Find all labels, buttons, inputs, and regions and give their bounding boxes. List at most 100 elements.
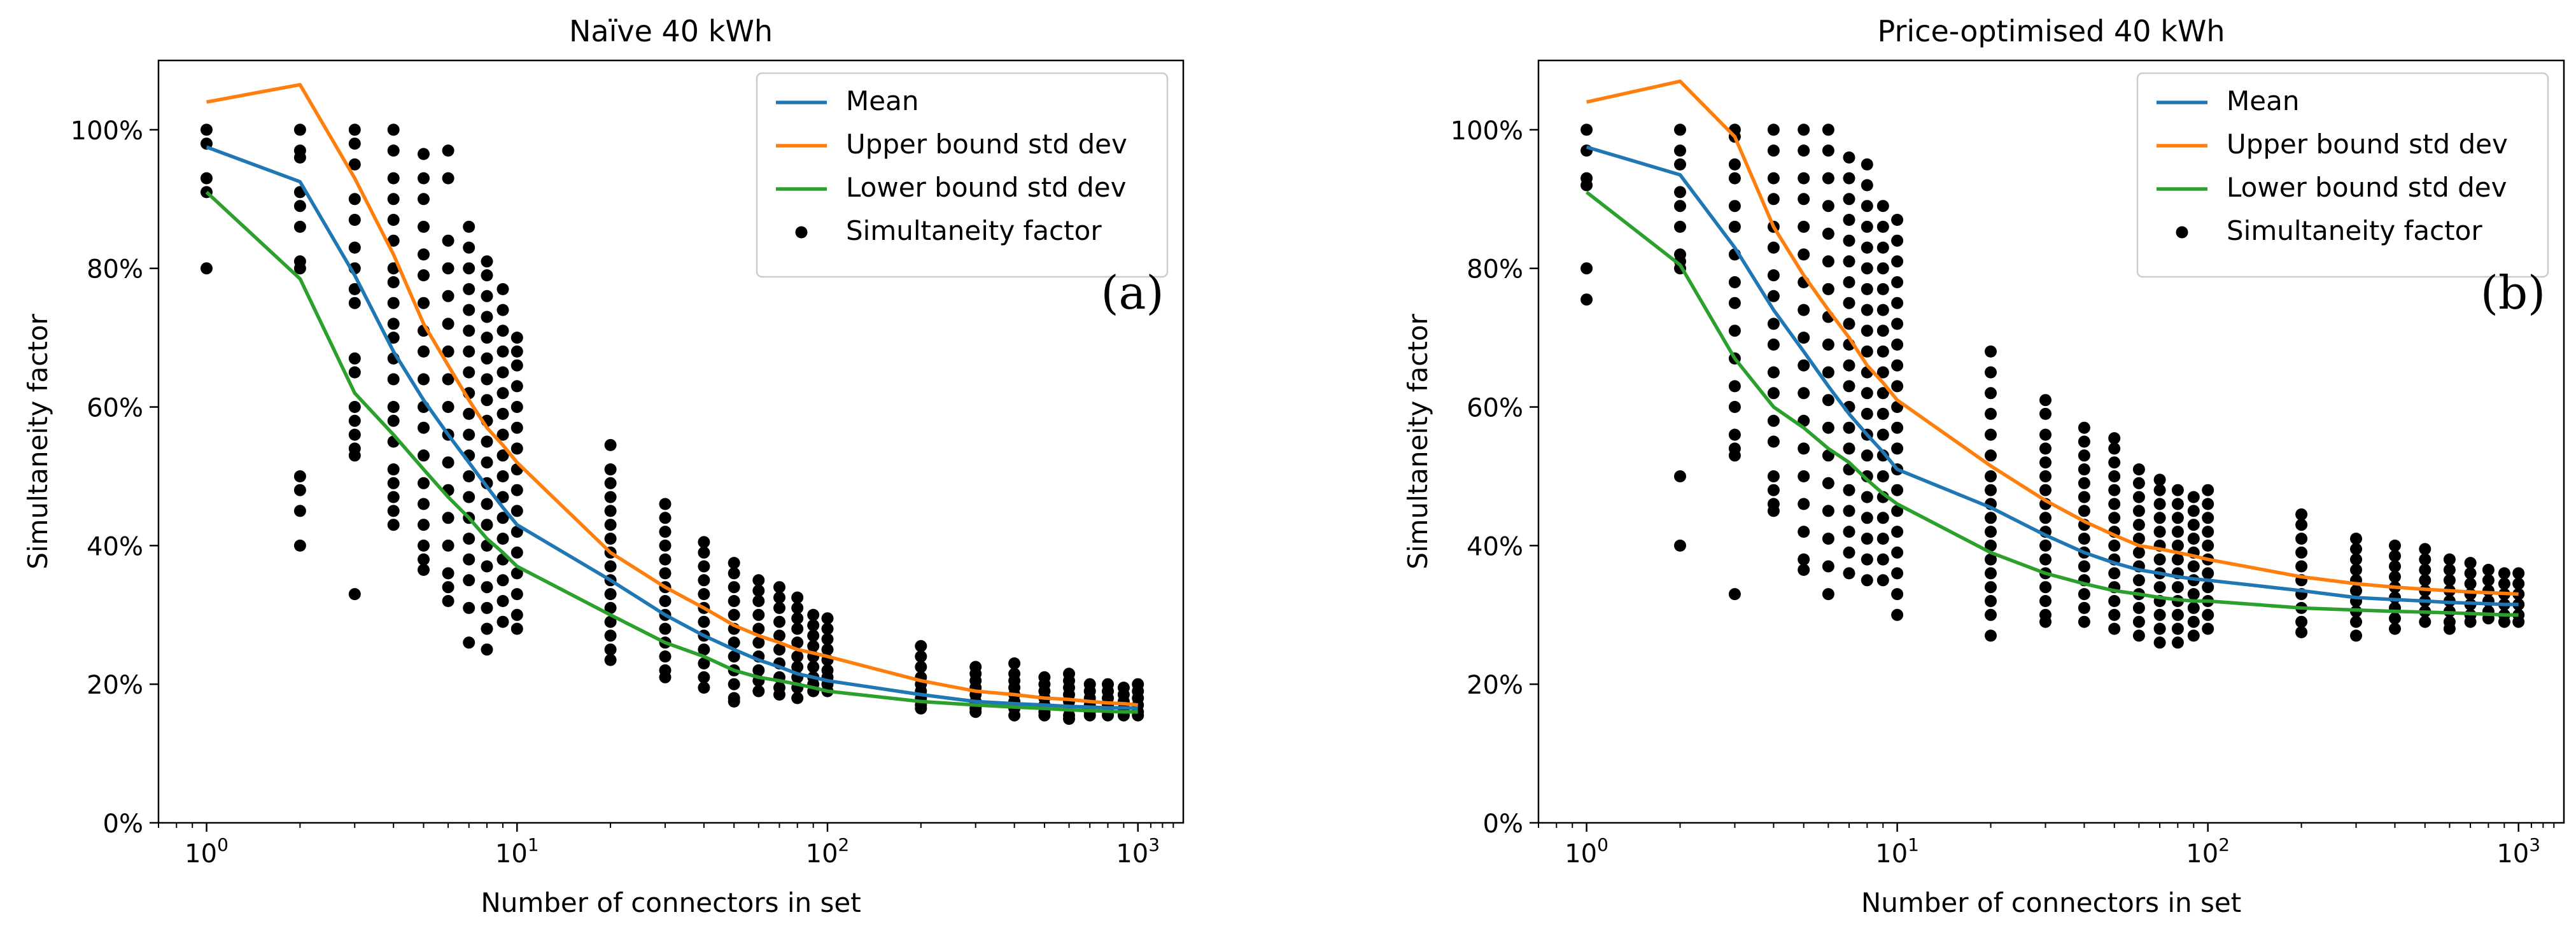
- scatter-point: [2202, 539, 2214, 552]
- scatter-point: [2443, 574, 2456, 587]
- scatter-point: [2108, 608, 2121, 621]
- scatter-point: [1891, 318, 1904, 330]
- scatter-point: [659, 595, 672, 607]
- scatter-point: [1843, 193, 1855, 206]
- scatter-point: [659, 622, 672, 635]
- scatter-point: [2498, 567, 2510, 580]
- scatter-point: [463, 553, 475, 566]
- x-axis-label: Number of connectors in set: [1861, 887, 2241, 918]
- scatter-point: [1876, 387, 1889, 400]
- scatter-point: [2153, 473, 2166, 486]
- scatter-point: [1767, 123, 1780, 136]
- scatter-point: [2171, 581, 2184, 594]
- scatter-point: [481, 622, 493, 635]
- scatter-point: [1580, 179, 1593, 192]
- scatter-point: [969, 706, 982, 718]
- scatter-point: [604, 463, 617, 476]
- scatter-point: [1876, 428, 1889, 441]
- scatter-point: [2153, 512, 2166, 524]
- scatter-point: [293, 200, 306, 213]
- scatter-point: [1822, 394, 1834, 407]
- scatter-point: [1038, 709, 1051, 722]
- scatter-point: [1580, 262, 1593, 275]
- scatter-point: [496, 491, 509, 503]
- scatter-point: [2132, 491, 2145, 503]
- scatter-point: [791, 622, 804, 635]
- legend-swatch-marker: [795, 226, 808, 239]
- scatter-point: [2482, 574, 2495, 587]
- scatter-point: [463, 428, 475, 441]
- scatter-point: [1861, 470, 1873, 482]
- scatter-point: [481, 352, 493, 365]
- scatter-point: [510, 401, 523, 413]
- scatter-point: [2350, 543, 2362, 556]
- scatter-point: [659, 567, 672, 580]
- scatter-point: [293, 484, 306, 496]
- scatter-point: [463, 407, 475, 420]
- scatter-point: [348, 414, 361, 427]
- scatter-point: [481, 394, 493, 407]
- scatter-point: [2350, 629, 2362, 642]
- scatter-point: [2132, 546, 2145, 559]
- scatter-point: [1861, 304, 1873, 316]
- scatter-point: [496, 428, 509, 441]
- scatter-point: [418, 148, 430, 160]
- scatter-point: [1798, 304, 1810, 316]
- scatter-point: [2171, 498, 2184, 510]
- scatter-point: [821, 612, 834, 625]
- scatter-point: [2187, 533, 2200, 545]
- scatter-point: [604, 491, 617, 503]
- scatter-point: [821, 643, 834, 656]
- scatter-point: [659, 539, 672, 552]
- scatter-point: [1861, 574, 1873, 587]
- scatter-point: [348, 241, 361, 254]
- scatter-point: [2132, 463, 2145, 476]
- scatter-point: [1985, 581, 1997, 594]
- scatter-point: [1891, 255, 1904, 268]
- scatter-point: [1822, 421, 1834, 434]
- scatter-point: [348, 123, 361, 136]
- scatter-point: [1728, 297, 1741, 309]
- scatter-point: [387, 318, 400, 330]
- scatter-point: [2419, 553, 2432, 566]
- scatter-point: [2464, 567, 2477, 580]
- scatter-point: [2132, 477, 2145, 489]
- scatter-point: [2187, 601, 2200, 614]
- scatter-point: [418, 449, 430, 462]
- y-tick-label: 40%: [87, 532, 143, 561]
- scatter-point: [1674, 186, 1686, 199]
- chart-title: Price-optimised 40 kWh: [1878, 14, 2225, 48]
- scatter-point: [2443, 564, 2456, 576]
- x-tick-label: 102: [806, 834, 850, 869]
- scatter-point: [496, 325, 509, 337]
- scatter-point: [418, 539, 430, 552]
- scatter-point: [2202, 526, 2214, 538]
- scatter-point: [2389, 622, 2401, 635]
- scatter-point: [496, 533, 509, 545]
- scatter-point: [1767, 387, 1780, 400]
- scatter-point: [2171, 553, 2184, 566]
- series-line-lower-bound-std-dev: [1585, 190, 2519, 617]
- scatter-point: [698, 657, 710, 669]
- scatter-point: [728, 567, 740, 580]
- scatter-point: [1861, 345, 1873, 358]
- scatter-point: [496, 615, 509, 628]
- scatter-point: [387, 463, 400, 476]
- scatter-point: [1798, 248, 1810, 261]
- y-tick-label: 60%: [1467, 394, 1523, 423]
- scatter-point: [807, 661, 820, 673]
- scatter-point: [496, 345, 509, 358]
- scatter-point: [1798, 220, 1810, 233]
- scatter-point: [2202, 567, 2214, 580]
- scatter-point: [604, 588, 617, 601]
- scatter-point: [2132, 505, 2145, 517]
- scatter-point: [442, 539, 454, 552]
- scatter-point: [1822, 366, 1834, 379]
- scatter-point: [773, 601, 785, 614]
- scatter-point: [1891, 297, 1904, 309]
- scatter-point: [728, 557, 740, 570]
- scatter-point: [2153, 526, 2166, 538]
- scatter-point: [1876, 325, 1889, 337]
- scatter-point: [604, 477, 617, 489]
- scatter-point: [752, 574, 765, 587]
